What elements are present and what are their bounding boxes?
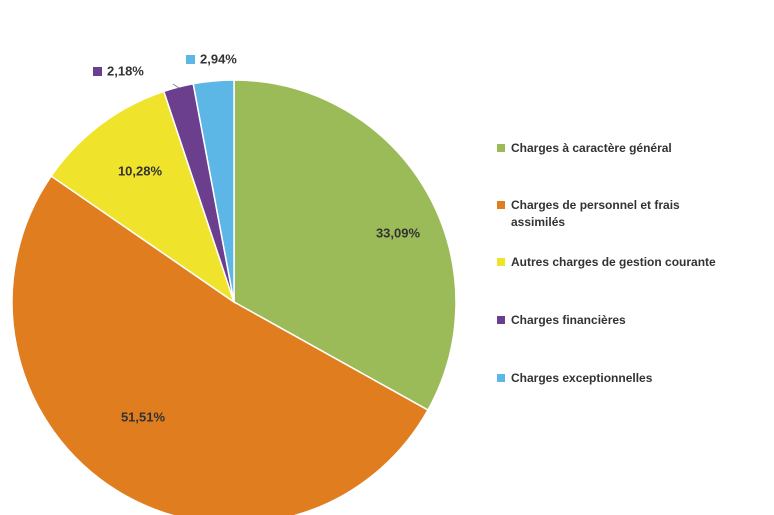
pie-slice <box>11 175 429 515</box>
legend-entry: Charges à caractère général <box>497 140 772 157</box>
legend-swatch <box>497 374 505 382</box>
data-label: 2,18% <box>107 63 144 78</box>
legend-label: Charges à caractère général <box>511 141 672 155</box>
legend-label: Autres charges de gestion courante <box>511 255 716 269</box>
legend-swatch <box>497 144 505 152</box>
legend-label: Charges exceptionnelles <box>511 371 653 385</box>
legend-swatch <box>497 258 505 266</box>
legend-entry: Charges de personnel et frais assimilés <box>497 197 712 231</box>
data-label: 10,28% <box>118 163 163 178</box>
pie-slice <box>233 79 457 412</box>
label-swatch <box>93 67 102 76</box>
legend-entry: Charges financières <box>497 312 772 329</box>
legend-entry: Autres charges de gestion courante <box>497 254 772 271</box>
pie-slice <box>50 90 236 304</box>
label-swatch <box>186 55 195 64</box>
leader-line <box>172 83 180 89</box>
legend-swatch <box>497 201 505 209</box>
legend-swatch <box>497 316 505 324</box>
legend-entry: Charges exceptionnelles <box>497 370 772 387</box>
data-label: 33,09% <box>376 225 421 240</box>
data-label: 2,94% <box>200 51 237 66</box>
legend-label: Charges de personnel et frais assimilés <box>511 198 680 229</box>
data-label: 51,51% <box>121 409 166 424</box>
pie-slice <box>192 79 235 303</box>
legend-label: Charges financières <box>511 313 626 327</box>
